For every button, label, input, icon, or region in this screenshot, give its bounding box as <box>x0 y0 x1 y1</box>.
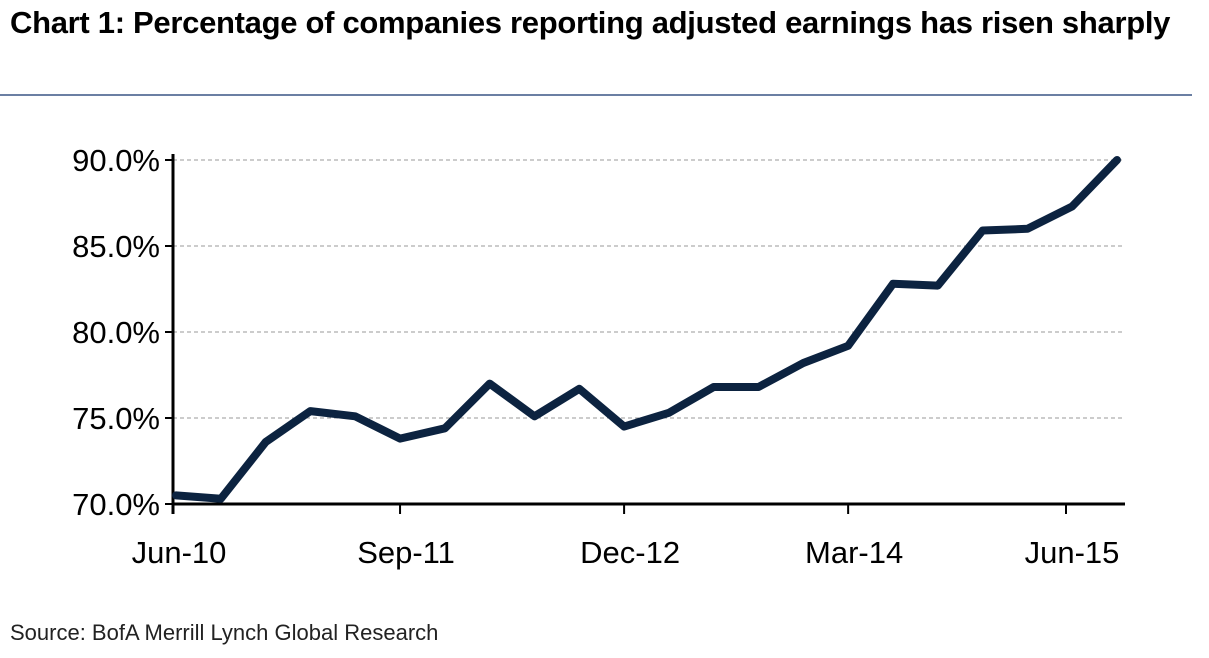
title-underline <box>0 94 1192 96</box>
gridlines <box>173 159 1125 419</box>
y-tick-label: 80.0% <box>72 315 160 350</box>
source-note: Source: BofA Merrill Lynch Global Resear… <box>10 620 439 645</box>
series-line <box>172 156 1121 503</box>
y-tick-label: 85.0% <box>72 229 160 264</box>
series-layer <box>172 156 1121 503</box>
y-tick-label: 90.0% <box>72 143 160 178</box>
x-tick-label: Dec-12 <box>580 535 680 570</box>
x-tick-label: Jun-15 <box>1025 535 1120 570</box>
x-tick-label: Sep-11 <box>357 535 455 570</box>
x-axis-ticks: Jun-10 Sep-11 Dec-12 Mar-14 Jun-15 <box>132 504 1120 570</box>
y-axis-ticks: 70.0% 75.0% 80.0% 85.0% 90.0% <box>72 143 173 522</box>
chart-title: Chart 1: Percentage of companies reporti… <box>10 5 1171 40</box>
y-tick-label: 70.0% <box>72 487 160 522</box>
y-tick-label: 75.0% <box>72 401 160 436</box>
x-tick-label: Jun-10 <box>132 535 227 570</box>
x-tick-label: Mar-14 <box>805 535 903 570</box>
